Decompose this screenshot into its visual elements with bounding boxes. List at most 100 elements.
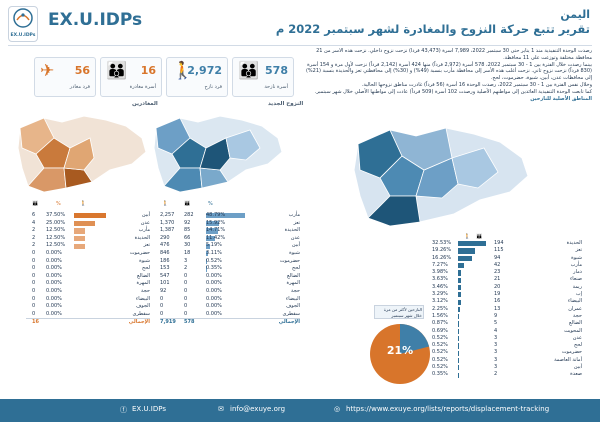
governorate-cell: الحديدة xyxy=(566,240,582,246)
pct-cell: 0.00% xyxy=(206,280,222,287)
brand-title: EX.U.IDPs xyxy=(48,10,143,30)
individuals-cell: 23 xyxy=(494,269,501,276)
footer-brand-link[interactable]: EX.U.IDPs xyxy=(132,405,166,413)
table-row: 2.25% 13 عمران xyxy=(432,306,592,313)
pct-cell: 0.00% xyxy=(46,303,62,310)
governorate-cell: شبوة xyxy=(289,249,300,256)
table-row: 2 12.50% الحديدة xyxy=(26,235,150,243)
pct-cell: 37.50% xyxy=(46,212,66,218)
total-label: الإجمالي xyxy=(278,319,300,326)
description-paragraph: وخلال نفس الفترة بين 1 - 30 سبتمبر 2022،… xyxy=(361,81,592,88)
pct-cell: 0.00% xyxy=(46,249,62,256)
pct-bar xyxy=(458,284,461,291)
individuals-cell: 13 xyxy=(494,305,501,312)
governorate-cell: حضرموت xyxy=(561,349,582,356)
table-row: 153 2 0.35% لحج xyxy=(160,265,300,273)
logo-text: EX.U.IDPs xyxy=(10,33,36,38)
families-cell: 2 xyxy=(184,265,188,272)
table-row: 186 3 0.52% حضرموت xyxy=(160,258,300,266)
pct-cell: 3.29% xyxy=(432,291,448,298)
walking-person-icon: 🚶 xyxy=(172,61,194,81)
pct-cell: 5.19% xyxy=(206,242,222,249)
governorate-cell: المهرة xyxy=(286,280,301,287)
walking-person-icon: 🚶 xyxy=(80,201,87,207)
facebook-icon[interactable]: ⓕ xyxy=(120,406,127,414)
pct-cell: 0.52% xyxy=(432,364,448,371)
governorate-cell: أبين xyxy=(573,364,582,371)
table-row: 6 37.50% أبين xyxy=(26,212,150,220)
governorate-cell: ريمة xyxy=(572,283,582,290)
pct-cell: 7.27% xyxy=(432,261,448,268)
pct-cell: 3.11% xyxy=(206,249,222,256)
pct-cell: 48.79% xyxy=(206,212,226,218)
header-divider xyxy=(8,45,592,46)
new-displacement-table: 2,257 282 48.79% مأرب 1,370 92 15.92% تعز 1,387 8… xyxy=(160,212,300,326)
governorate-cell: البيضاء xyxy=(567,298,582,305)
pct-bar xyxy=(74,235,85,242)
pct-cell: 14.71% xyxy=(206,227,226,234)
pct-bar xyxy=(458,248,475,254)
table-row: 0.52% 3 عدن xyxy=(432,335,592,342)
pct-cell: 2.25% xyxy=(432,305,448,312)
governorate-cell: البيضاء xyxy=(135,295,150,302)
table-row: 0 0.00% حجة xyxy=(26,288,150,296)
new-displacement-map xyxy=(153,115,283,193)
individuals-cell: 115 xyxy=(494,247,504,254)
individuals-cell: 846 xyxy=(160,249,170,256)
governorate-cell: مأرب xyxy=(138,227,150,234)
families-cell: 282 xyxy=(184,212,194,218)
total-row: 16 الإجمالي xyxy=(26,318,150,326)
pct-bar xyxy=(458,270,462,276)
individuals-cell: 2,257 xyxy=(160,212,175,218)
governorate-cell: لحج xyxy=(142,265,150,272)
families-cell: 0 xyxy=(184,295,188,302)
total-families: 578 xyxy=(184,319,195,326)
pct-bar xyxy=(458,263,465,269)
origin-heading: المناطق الأصلية للنازحين xyxy=(530,95,592,102)
pct-bar xyxy=(206,213,246,219)
families-cell: 0 xyxy=(32,280,36,287)
report-title: تقرير تتبع حركة النزوح والمغادرة لشهر سب… xyxy=(275,22,590,36)
walking-person-icon: 🚶 xyxy=(162,201,169,207)
pct-bar xyxy=(206,243,211,249)
governorate-cell: عمران xyxy=(568,305,582,312)
pct-cell: 32.53% xyxy=(432,240,452,246)
table-row: 1,370 92 15.92% تعز xyxy=(160,220,300,228)
table-row: 290 66 11.42% عدن xyxy=(160,235,300,243)
governorate-cell: عدن xyxy=(290,234,300,241)
families-cell: 0 xyxy=(184,287,188,294)
governorate-cell: لحج xyxy=(292,265,300,272)
pct-cell: 0.00% xyxy=(206,272,222,279)
pct-cell: 1.56% xyxy=(432,312,448,319)
pct-cell: 3.63% xyxy=(432,276,448,283)
families-cell: 0 xyxy=(32,295,36,302)
departures-map xyxy=(17,115,147,193)
total-label: الإجمالي xyxy=(128,319,150,326)
families-cell: 2 xyxy=(32,234,36,241)
individuals-cell: 186 xyxy=(160,257,170,264)
table-row: 0 0.00% سقطرى xyxy=(26,311,150,319)
footer-website-link[interactable]: https://www.exuye.org/lists/reports/disp… xyxy=(346,405,550,413)
individuals-cell: 3 xyxy=(494,342,498,349)
governorate-cell: إب xyxy=(575,291,582,298)
pct-cell: 12.50% xyxy=(46,227,66,234)
pct-cell: 3.98% xyxy=(432,269,448,276)
pct-cell: 0.00% xyxy=(206,303,222,310)
families-cell: 85 xyxy=(184,227,191,234)
footer-email-link[interactable]: info@exuye.org xyxy=(230,405,286,413)
governorate-cell: أمانة العاصمة xyxy=(554,356,582,363)
governorate-cell: سقطرى xyxy=(132,310,151,317)
governorate-cell: عدن xyxy=(572,334,582,341)
families-cell: 0 xyxy=(184,303,188,310)
table-row: 2,257 282 48.79% مأرب xyxy=(160,212,300,220)
pct-bar xyxy=(206,251,209,257)
table-row: 846 18 3.11% شبوة xyxy=(160,250,300,258)
total-individuals: 7,919 xyxy=(160,319,176,326)
governorate-cell: تعز xyxy=(293,219,300,226)
header-pct: % xyxy=(208,201,213,207)
governorate-cell: صنعاء xyxy=(569,276,582,283)
pct-cell: 0.69% xyxy=(432,327,448,334)
governorate-cell: حضرموت xyxy=(279,257,300,264)
pct-cell: 19.26% xyxy=(432,247,452,254)
governorate-cell: الضالع xyxy=(137,272,150,279)
